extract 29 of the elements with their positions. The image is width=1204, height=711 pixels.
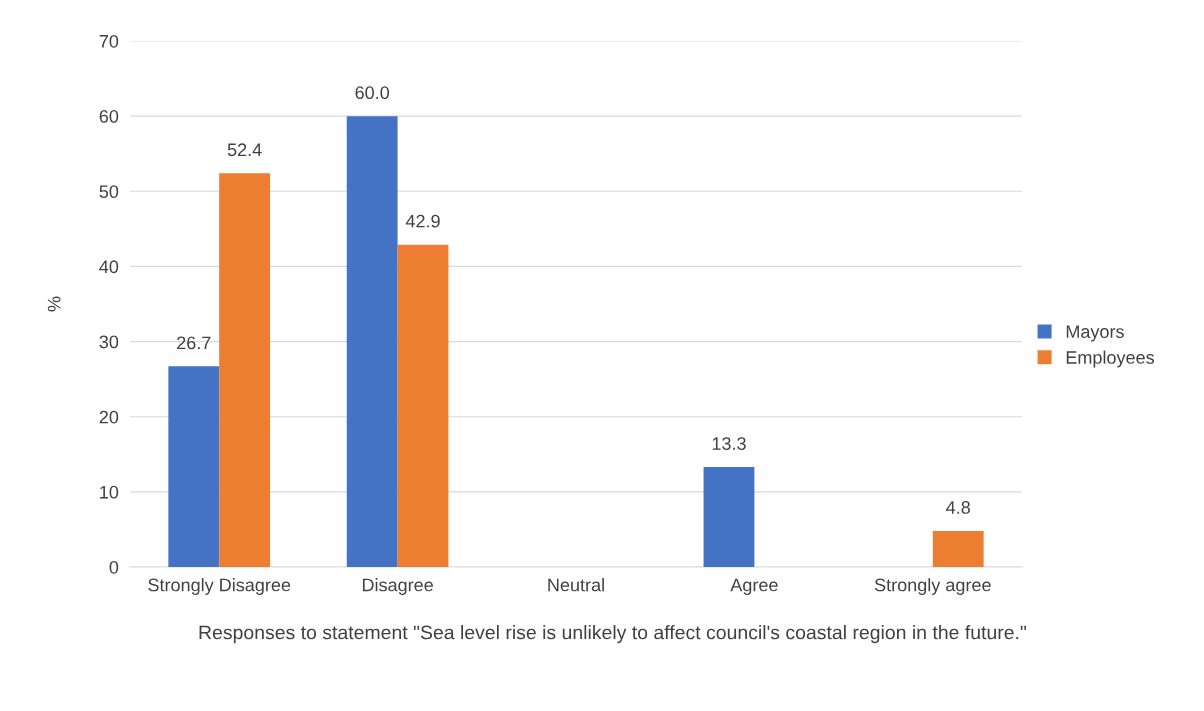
legend-label: Employees [1066, 350, 1154, 368]
x-tick-label: Agree [730, 578, 778, 595]
data-label: 60.0 [355, 86, 390, 100]
data-label: 42.9 [405, 214, 440, 228]
y-tick-label: 30 [99, 335, 119, 349]
y-tick-label: 40 [99, 260, 119, 274]
y-axis-title: % [47, 296, 61, 312]
data-label: 52.4 [227, 143, 262, 157]
y-tick-label: 10 [100, 485, 119, 499]
y-tick-label: 70 [99, 34, 119, 48]
x-axis-title: Responses to statement "Sea level rise is unlikely to affect council's coastal region in the future." [199, 625, 1027, 644]
y-tick-label: 20 [99, 410, 119, 424]
x-tick-label: Strongly agree [874, 578, 991, 595]
x-tick-label: Strongly Disagree [148, 578, 291, 595]
y-tick-label: 60 [99, 110, 119, 123]
bar [703, 467, 755, 567]
x-tick-label: Disagree [362, 578, 433, 595]
x-tick-label: Neutral [548, 578, 604, 592]
bar [397, 244, 449, 567]
data-label: 26.7 [177, 336, 211, 350]
data-label: 13.3 [712, 437, 746, 450]
bar [346, 116, 398, 567]
data-label: 4.8 [946, 501, 970, 514]
bar [932, 530, 984, 567]
y-tick-label: 50 [99, 185, 119, 199]
bar [168, 366, 220, 567]
bar [219, 173, 271, 567]
y-tick-label: 0 [109, 560, 119, 574]
legend-label: Mayors [1066, 325, 1124, 342]
